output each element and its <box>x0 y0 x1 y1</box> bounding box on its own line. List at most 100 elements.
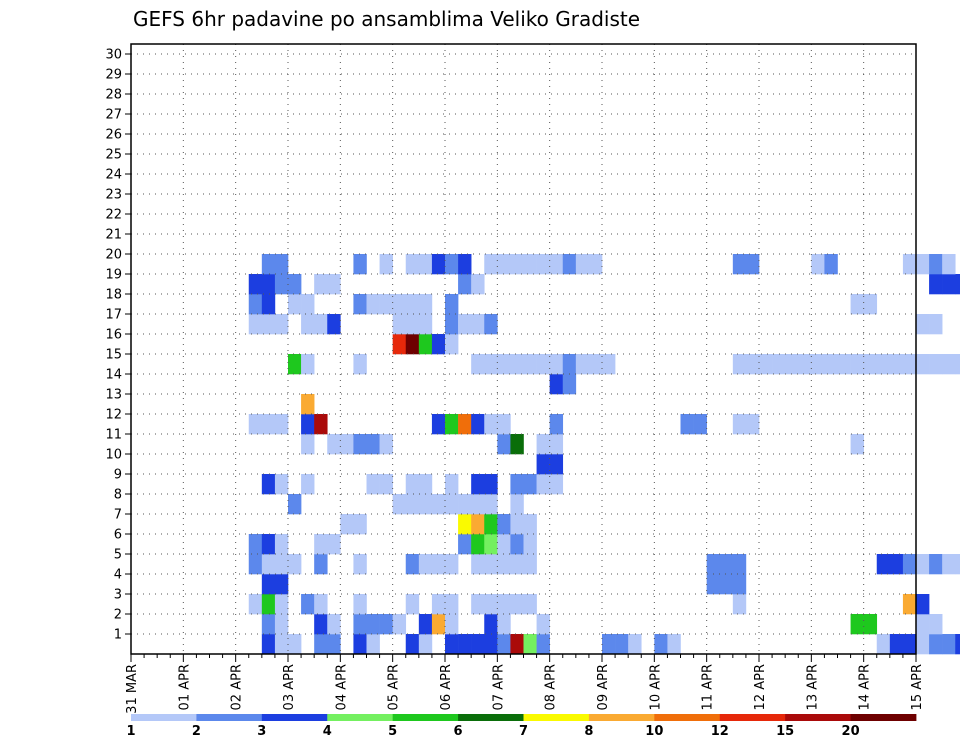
heatmap-cell <box>510 594 524 615</box>
heatmap-cell <box>274 274 289 295</box>
heatmap-cell <box>314 314 328 335</box>
x-tick-label: 06 APR <box>439 664 454 710</box>
y-tick-label: 5 <box>114 548 122 563</box>
heatmap-cell <box>863 354 878 375</box>
heatmap-cell <box>811 254 825 275</box>
heatmap-cell <box>471 274 485 295</box>
heatmap-cell <box>510 354 524 375</box>
heatmap-cell <box>719 554 734 575</box>
colorbar-swatch <box>196 714 263 721</box>
heatmap-cell <box>732 594 747 615</box>
heatmap-cell <box>916 554 930 575</box>
heatmap-cell <box>405 594 420 615</box>
chart-title: GEFS 6hr padavine po ansamblima Veliko G… <box>133 7 640 31</box>
heatmap-cell <box>392 494 407 515</box>
heatmap-cell <box>379 434 393 455</box>
heatmap-cell <box>667 634 681 655</box>
heatmap-cell <box>484 594 498 615</box>
heatmap-cell <box>431 554 446 575</box>
heatmap-cell <box>261 614 276 635</box>
heatmap-cell <box>353 554 367 575</box>
heatmap-cell <box>732 354 747 375</box>
x-axis: 31 MAR 01 APR 02 APR 03 APR 04 APR 05 APR 06 A… <box>125 654 925 714</box>
colorbar-swatch <box>850 714 917 721</box>
heatmap-cell <box>274 474 289 495</box>
y-tick-label: 9 <box>114 468 122 483</box>
heatmap-cell <box>902 554 917 575</box>
heatmap-cell <box>523 534 537 555</box>
heatmap-cell <box>942 354 956 375</box>
heatmap-cell <box>929 634 943 655</box>
y-tick-label: 2 <box>114 608 122 623</box>
heatmap-cell <box>314 554 328 575</box>
heatmap-cell <box>458 314 472 335</box>
colorbar-label: 8 <box>584 724 593 739</box>
colorbar-swatch <box>458 714 524 721</box>
heatmap-cell <box>248 594 263 615</box>
y-tick-label: 18 <box>105 288 122 303</box>
heatmap-cell <box>431 614 446 635</box>
y-tick-label: 28 <box>105 88 122 103</box>
heatmap-cell <box>745 354 760 375</box>
heatmap-cell <box>484 354 498 375</box>
heatmap-cell <box>942 254 956 275</box>
heatmap-cell <box>261 594 276 615</box>
heatmap-cell <box>889 554 904 575</box>
heatmap-cell <box>431 594 446 615</box>
heatmap-cell <box>471 414 485 435</box>
heatmap-cell <box>759 354 773 375</box>
heatmap-cell <box>929 314 943 335</box>
heatmap-cell <box>824 354 838 375</box>
heatmap-cell <box>261 574 276 595</box>
heatmap-cell <box>929 254 943 275</box>
heatmap-cell <box>916 354 930 375</box>
heatmap-cell <box>445 474 459 495</box>
heatmap-cell <box>850 614 864 635</box>
heatmap-cell <box>929 274 943 295</box>
x-tick-label: 04 APR <box>334 664 349 710</box>
y-tick-label: 11 <box>105 428 122 443</box>
heatmap-cell <box>248 414 263 435</box>
heatmap-cell <box>575 254 590 275</box>
heatmap-cell <box>745 414 760 435</box>
heatmap-cell <box>431 414 446 435</box>
heatmap-cell <box>471 354 485 375</box>
heatmap-cell <box>942 634 956 655</box>
x-tick-label: 01 APR <box>177 664 192 710</box>
heatmap-cell <box>353 354 367 375</box>
heatmap-cell <box>366 434 380 455</box>
heatmap-cell <box>314 414 328 435</box>
heatmap-cell <box>732 254 747 275</box>
heatmap-cell <box>379 294 393 315</box>
x-tick-label: 07 APR <box>491 664 506 710</box>
heatmap-cell <box>850 434 864 455</box>
heatmap-cell <box>261 314 276 335</box>
heatmap-cell <box>340 434 354 455</box>
heatmap-cell <box>615 634 629 655</box>
heatmap-cell <box>261 294 276 315</box>
heatmap-cell <box>588 254 603 275</box>
heatmap-cell <box>445 614 459 635</box>
y-tick-label: 21 <box>105 228 122 243</box>
heatmap-cell <box>523 354 537 375</box>
heatmap-cell <box>523 254 537 275</box>
heatmap-cell <box>916 314 930 335</box>
heatmap-cell <box>327 274 341 295</box>
heatmap-cell <box>471 514 485 535</box>
colorbar-label: 15 <box>776 724 794 739</box>
heatmap-cell <box>471 634 485 655</box>
colorbar-swatch <box>785 714 851 721</box>
colorbar-label: 2 <box>192 724 201 739</box>
heatmap-cell <box>274 414 289 435</box>
heatmap-cell <box>562 254 577 275</box>
colorbar-label: 4 <box>323 724 332 739</box>
colorbar-swatch <box>392 714 459 721</box>
y-tick-label: 1 <box>114 628 122 643</box>
heatmap-cell <box>510 534 524 555</box>
heatmap-cell <box>405 294 420 315</box>
heatmap-cells <box>248 254 960 655</box>
heatmap-cell <box>536 354 550 375</box>
heatmap-cell <box>353 434 367 455</box>
y-tick-label: 16 <box>105 328 122 343</box>
